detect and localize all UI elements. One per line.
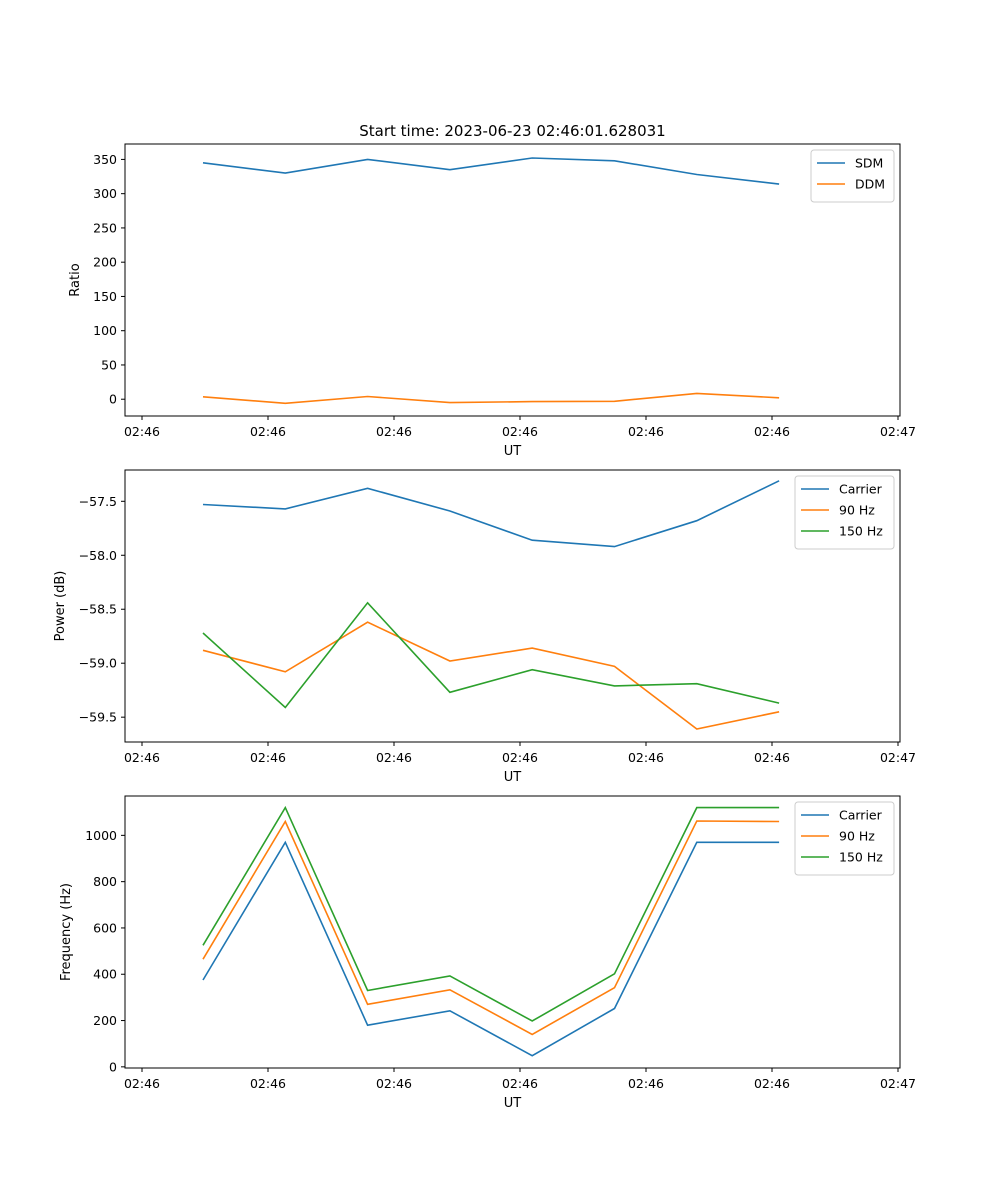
y-tick-label: 0 <box>109 392 117 407</box>
y-tick-label: 50 <box>101 357 117 372</box>
x-tick-label: 02:46 <box>124 750 160 765</box>
plot-frame <box>124 469 901 743</box>
y-axis-label: Power (dB) <box>53 571 68 642</box>
x-tick-label: 02:46 <box>250 1076 286 1091</box>
y-tick-label: 0 <box>109 1059 117 1074</box>
x-tick-label: 02:47 <box>880 1076 916 1091</box>
figure-title: Start time: 2023-06-23 02:46:01.628031 <box>359 122 665 140</box>
series-line-carrier <box>202 480 780 548</box>
x-tick-label: 02:46 <box>250 424 286 439</box>
legend-entry: Carrier <box>839 808 883 823</box>
legend-entry: Carrier <box>839 482 883 497</box>
x-tick-label: 02:46 <box>628 750 664 765</box>
y-tick-label: 200 <box>93 1013 117 1028</box>
y-tick-label: −59.5 <box>79 710 117 725</box>
y-tick-label: 600 <box>93 920 117 935</box>
x-axis-label: UT <box>504 770 522 785</box>
x-tick-label: 02:46 <box>754 424 790 439</box>
plot-frame <box>124 795 901 1069</box>
plot-frame <box>124 143 901 417</box>
y-tick-label: 800 <box>93 874 117 889</box>
charts: 02:46 02:46 02:46 02:46 02:46 02:46 02:47 0 50 10… <box>53 143 916 1111</box>
legend: Carrier 90 Hz 150 Hz <box>794 801 895 876</box>
legend: SDM DDM <box>810 149 895 203</box>
x-tick-label: 02:47 <box>880 750 916 765</box>
x-axis-label: UT <box>504 444 522 459</box>
x-tick-label: 02:47 <box>880 424 916 439</box>
y-tick-label: 1000 <box>85 828 117 843</box>
x-tick-label: 02:46 <box>376 424 412 439</box>
x-tick-label: 02:46 <box>124 424 160 439</box>
y-axis-label: Ratio <box>68 263 83 296</box>
series-line-ddm <box>202 392 780 405</box>
legend-entry: 90 Hz <box>839 829 875 844</box>
series-line-90-hz <box>202 819 780 1036</box>
y-tick-label: 300 <box>93 186 117 201</box>
chart-panel-3: 02:46 02:46 02:46 02:46 02:46 02:46 02:47 0 200 4… <box>59 795 916 1111</box>
legend-entry: SDM <box>855 156 883 171</box>
x-tick-label: 02:46 <box>502 750 538 765</box>
x-tick-label: 02:46 <box>754 1076 790 1091</box>
x-tick-label: 02:46 <box>250 750 286 765</box>
series-line-150-hz <box>202 601 780 709</box>
y-tick-label: 400 <box>93 967 117 982</box>
legend-entry: 150 Hz <box>839 524 883 539</box>
x-tick-label: 02:46 <box>628 424 664 439</box>
series-line-sdm <box>202 157 780 185</box>
y-tick-label: −57.5 <box>79 494 117 509</box>
y-tick-label: 100 <box>93 323 117 338</box>
y-tick-label: 200 <box>93 255 117 270</box>
y-tick-label: −58.0 <box>79 548 117 563</box>
y-axis-label: Frequency (Hz) <box>59 883 74 981</box>
chart-panel-2: 02:46 02:46 02:46 02:46 02:46 02:46 02:47 −57.5… <box>53 469 916 785</box>
x-axis-label: UT <box>504 1096 522 1111</box>
legend-entry: 150 Hz <box>839 850 883 865</box>
y-tick-label: −59.0 <box>79 656 117 671</box>
x-tick-label: 02:46 <box>628 1076 664 1091</box>
series-line-carrier <box>202 840 780 1057</box>
y-tick-label: 350 <box>93 152 117 167</box>
series-line-90-hz <box>202 621 780 730</box>
x-tick-label: 02:46 <box>124 1076 160 1091</box>
x-tick-label: 02:46 <box>502 1076 538 1091</box>
x-tick-label: 02:46 <box>502 424 538 439</box>
series-line-150-hz <box>202 805 780 1022</box>
legend: Carrier 90 Hz 150 Hz <box>794 475 895 550</box>
y-tick-label: −58.5 <box>79 602 117 617</box>
legend-entry: DDM <box>855 177 885 192</box>
legend-entry: 90 Hz <box>839 503 875 518</box>
x-tick-label: 02:46 <box>376 750 412 765</box>
x-tick-label: 02:46 <box>376 1076 412 1091</box>
y-tick-label: 150 <box>93 289 117 304</box>
chart-panel-1: 02:46 02:46 02:46 02:46 02:46 02:46 02:47 0 50 10… <box>68 143 916 459</box>
y-tick-label: 250 <box>93 220 117 235</box>
x-tick-label: 02:46 <box>754 750 790 765</box>
